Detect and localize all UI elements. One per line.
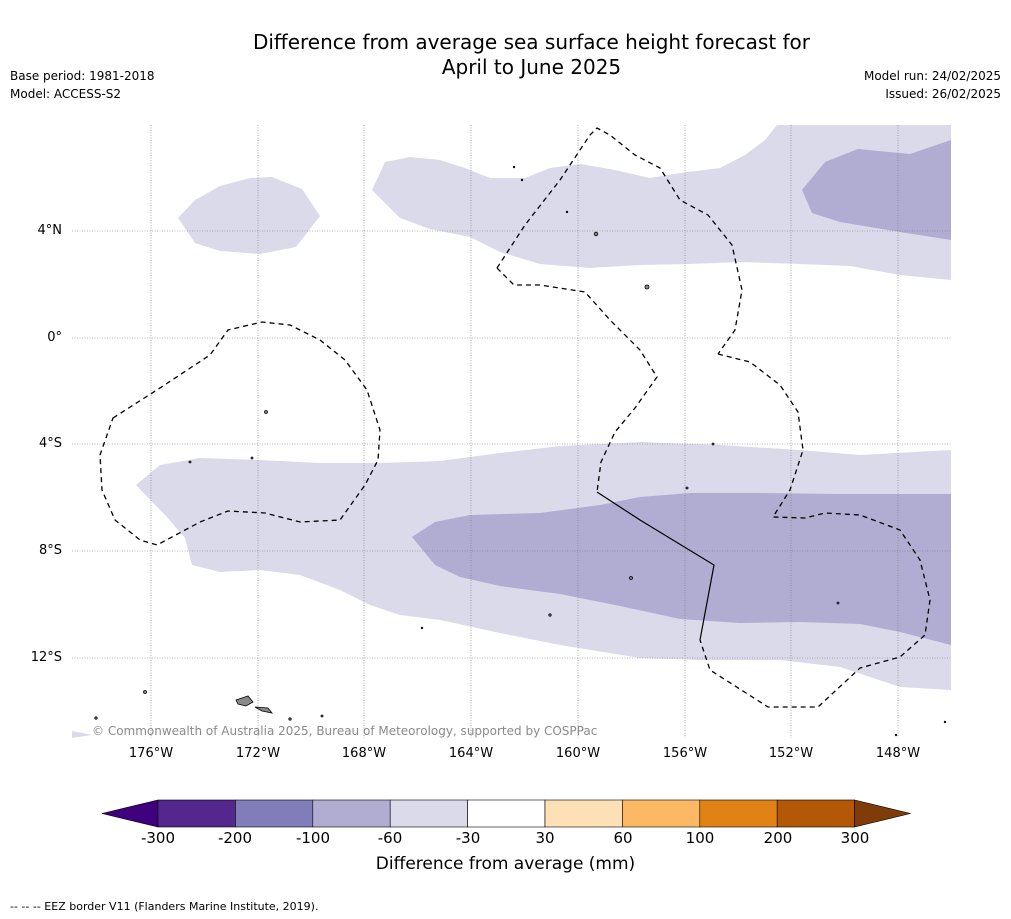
island-atoll bbox=[520, 178, 524, 182]
colorbar-tick-label: 100 bbox=[685, 829, 715, 847]
island-atoll bbox=[836, 601, 840, 605]
lat-label: 12°S bbox=[30, 650, 62, 665]
base-period: Base period: 1981-2018 bbox=[10, 69, 155, 83]
colorbar-tick-label: 30 bbox=[535, 829, 555, 847]
metadata-right: Model run: 24/02/2025 Issued: 26/02/2025 bbox=[864, 67, 1001, 103]
island-atoll bbox=[685, 486, 689, 490]
islands bbox=[94, 165, 947, 737]
anomaly-region-light-northwest bbox=[178, 177, 320, 254]
issued-date: Issued: 26/02/2025 bbox=[885, 87, 1001, 101]
island-atoll bbox=[512, 165, 516, 169]
copyright-notice: © Commonwealth of Australia 2025, Bureau… bbox=[92, 724, 598, 738]
eez-border-kiribati-north bbox=[496, 127, 743, 355]
colorbar-segment bbox=[467, 799, 546, 828]
island-atoll bbox=[548, 613, 552, 617]
lon-label: 148°W bbox=[875, 746, 921, 761]
island-atoll bbox=[420, 626, 424, 630]
colorbar-tick-label: -60 bbox=[377, 829, 403, 847]
island-atoll bbox=[264, 410, 268, 414]
colorbar-segment bbox=[389, 799, 468, 828]
island-atoll bbox=[94, 716, 98, 720]
colorbar-label: Difference from average (mm) bbox=[375, 854, 636, 874]
colorbar-arrow-low bbox=[101, 799, 159, 828]
colorbar-tick-label: 200 bbox=[763, 829, 793, 847]
island-atoll bbox=[288, 717, 292, 721]
island-atoll bbox=[143, 690, 147, 694]
eez-footnote: -- -- -- EEZ border V11 (Flanders Marine… bbox=[10, 900, 319, 913]
colorbar-tick-label: -300 bbox=[140, 829, 176, 847]
eez-border-cook-islands bbox=[699, 353, 931, 708]
island-atoll bbox=[188, 460, 192, 464]
island-atoll bbox=[629, 576, 633, 580]
island-atoll bbox=[894, 733, 898, 737]
colorbar-segment bbox=[544, 799, 623, 828]
island-samoa-savaii bbox=[235, 695, 254, 707]
colorbar-tick-label: 60 bbox=[613, 829, 633, 847]
island-atoll bbox=[593, 231, 599, 237]
colorbar-segment bbox=[235, 799, 314, 828]
lon-label: 172°W bbox=[235, 746, 281, 761]
colorbar-segment bbox=[312, 799, 391, 828]
island-atoll bbox=[320, 714, 324, 718]
lon-label: 176°W bbox=[128, 746, 174, 761]
colorbar-segment bbox=[622, 799, 701, 828]
model-name: Model: ACCESS-S2 bbox=[10, 87, 122, 101]
colorbar-tick-label: -200 bbox=[217, 829, 253, 847]
colorbar-segment bbox=[157, 799, 236, 828]
lon-label: 164°W bbox=[448, 746, 494, 761]
map-title: Difference from average sea surface heig… bbox=[0, 30, 1011, 80]
island-atoll bbox=[711, 442, 715, 446]
lat-label: 0° bbox=[47, 330, 62, 345]
colorbar-segment bbox=[699, 799, 778, 828]
metadata-left: Base period: 1981-2018 Model: ACCESS-S2 bbox=[10, 67, 155, 103]
eez-border-samoa-tokelau bbox=[99, 321, 381, 546]
island-atoll bbox=[943, 720, 947, 724]
lat-label: 8°S bbox=[38, 543, 62, 558]
lon-label: 168°W bbox=[341, 746, 387, 761]
colorbar-tick-label: -100 bbox=[295, 829, 331, 847]
lon-label: 152°W bbox=[768, 746, 814, 761]
map-panel bbox=[72, 125, 951, 738]
colorbar-arrow-high bbox=[854, 799, 911, 828]
anomaly-region-light-corner bbox=[72, 731, 92, 738]
island-atoll bbox=[644, 284, 650, 290]
lat-label: 4°N bbox=[37, 223, 63, 238]
colorbar bbox=[101, 799, 911, 828]
island-atoll bbox=[565, 210, 569, 214]
eez-borders bbox=[99, 127, 931, 708]
colorbar-segment bbox=[776, 799, 855, 828]
colorbar-tick-label: 300 bbox=[840, 829, 870, 847]
colorbar-tick-label: -30 bbox=[455, 829, 481, 847]
island-samoa-upolu bbox=[254, 706, 273, 714]
anomaly-region-medium-south bbox=[412, 493, 951, 645]
anomaly-region-light-north bbox=[372, 125, 951, 280]
model-run-date: Model run: 24/02/2025 bbox=[863, 69, 1001, 83]
map-gridlines bbox=[72, 125, 951, 738]
anomaly-region-medium-northeast bbox=[802, 140, 951, 240]
lat-label: 4°S bbox=[38, 436, 62, 451]
lon-label: 160°W bbox=[555, 746, 601, 761]
map-title-line2: April to June 2025 bbox=[441, 55, 622, 79]
eez-border-solid bbox=[596, 491, 715, 641]
island-atoll bbox=[250, 456, 254, 460]
eez-border-kiribati-south bbox=[496, 267, 658, 493]
map-title-line1: Difference from average sea surface heig… bbox=[252, 30, 811, 54]
lon-label: 156°W bbox=[662, 746, 708, 761]
